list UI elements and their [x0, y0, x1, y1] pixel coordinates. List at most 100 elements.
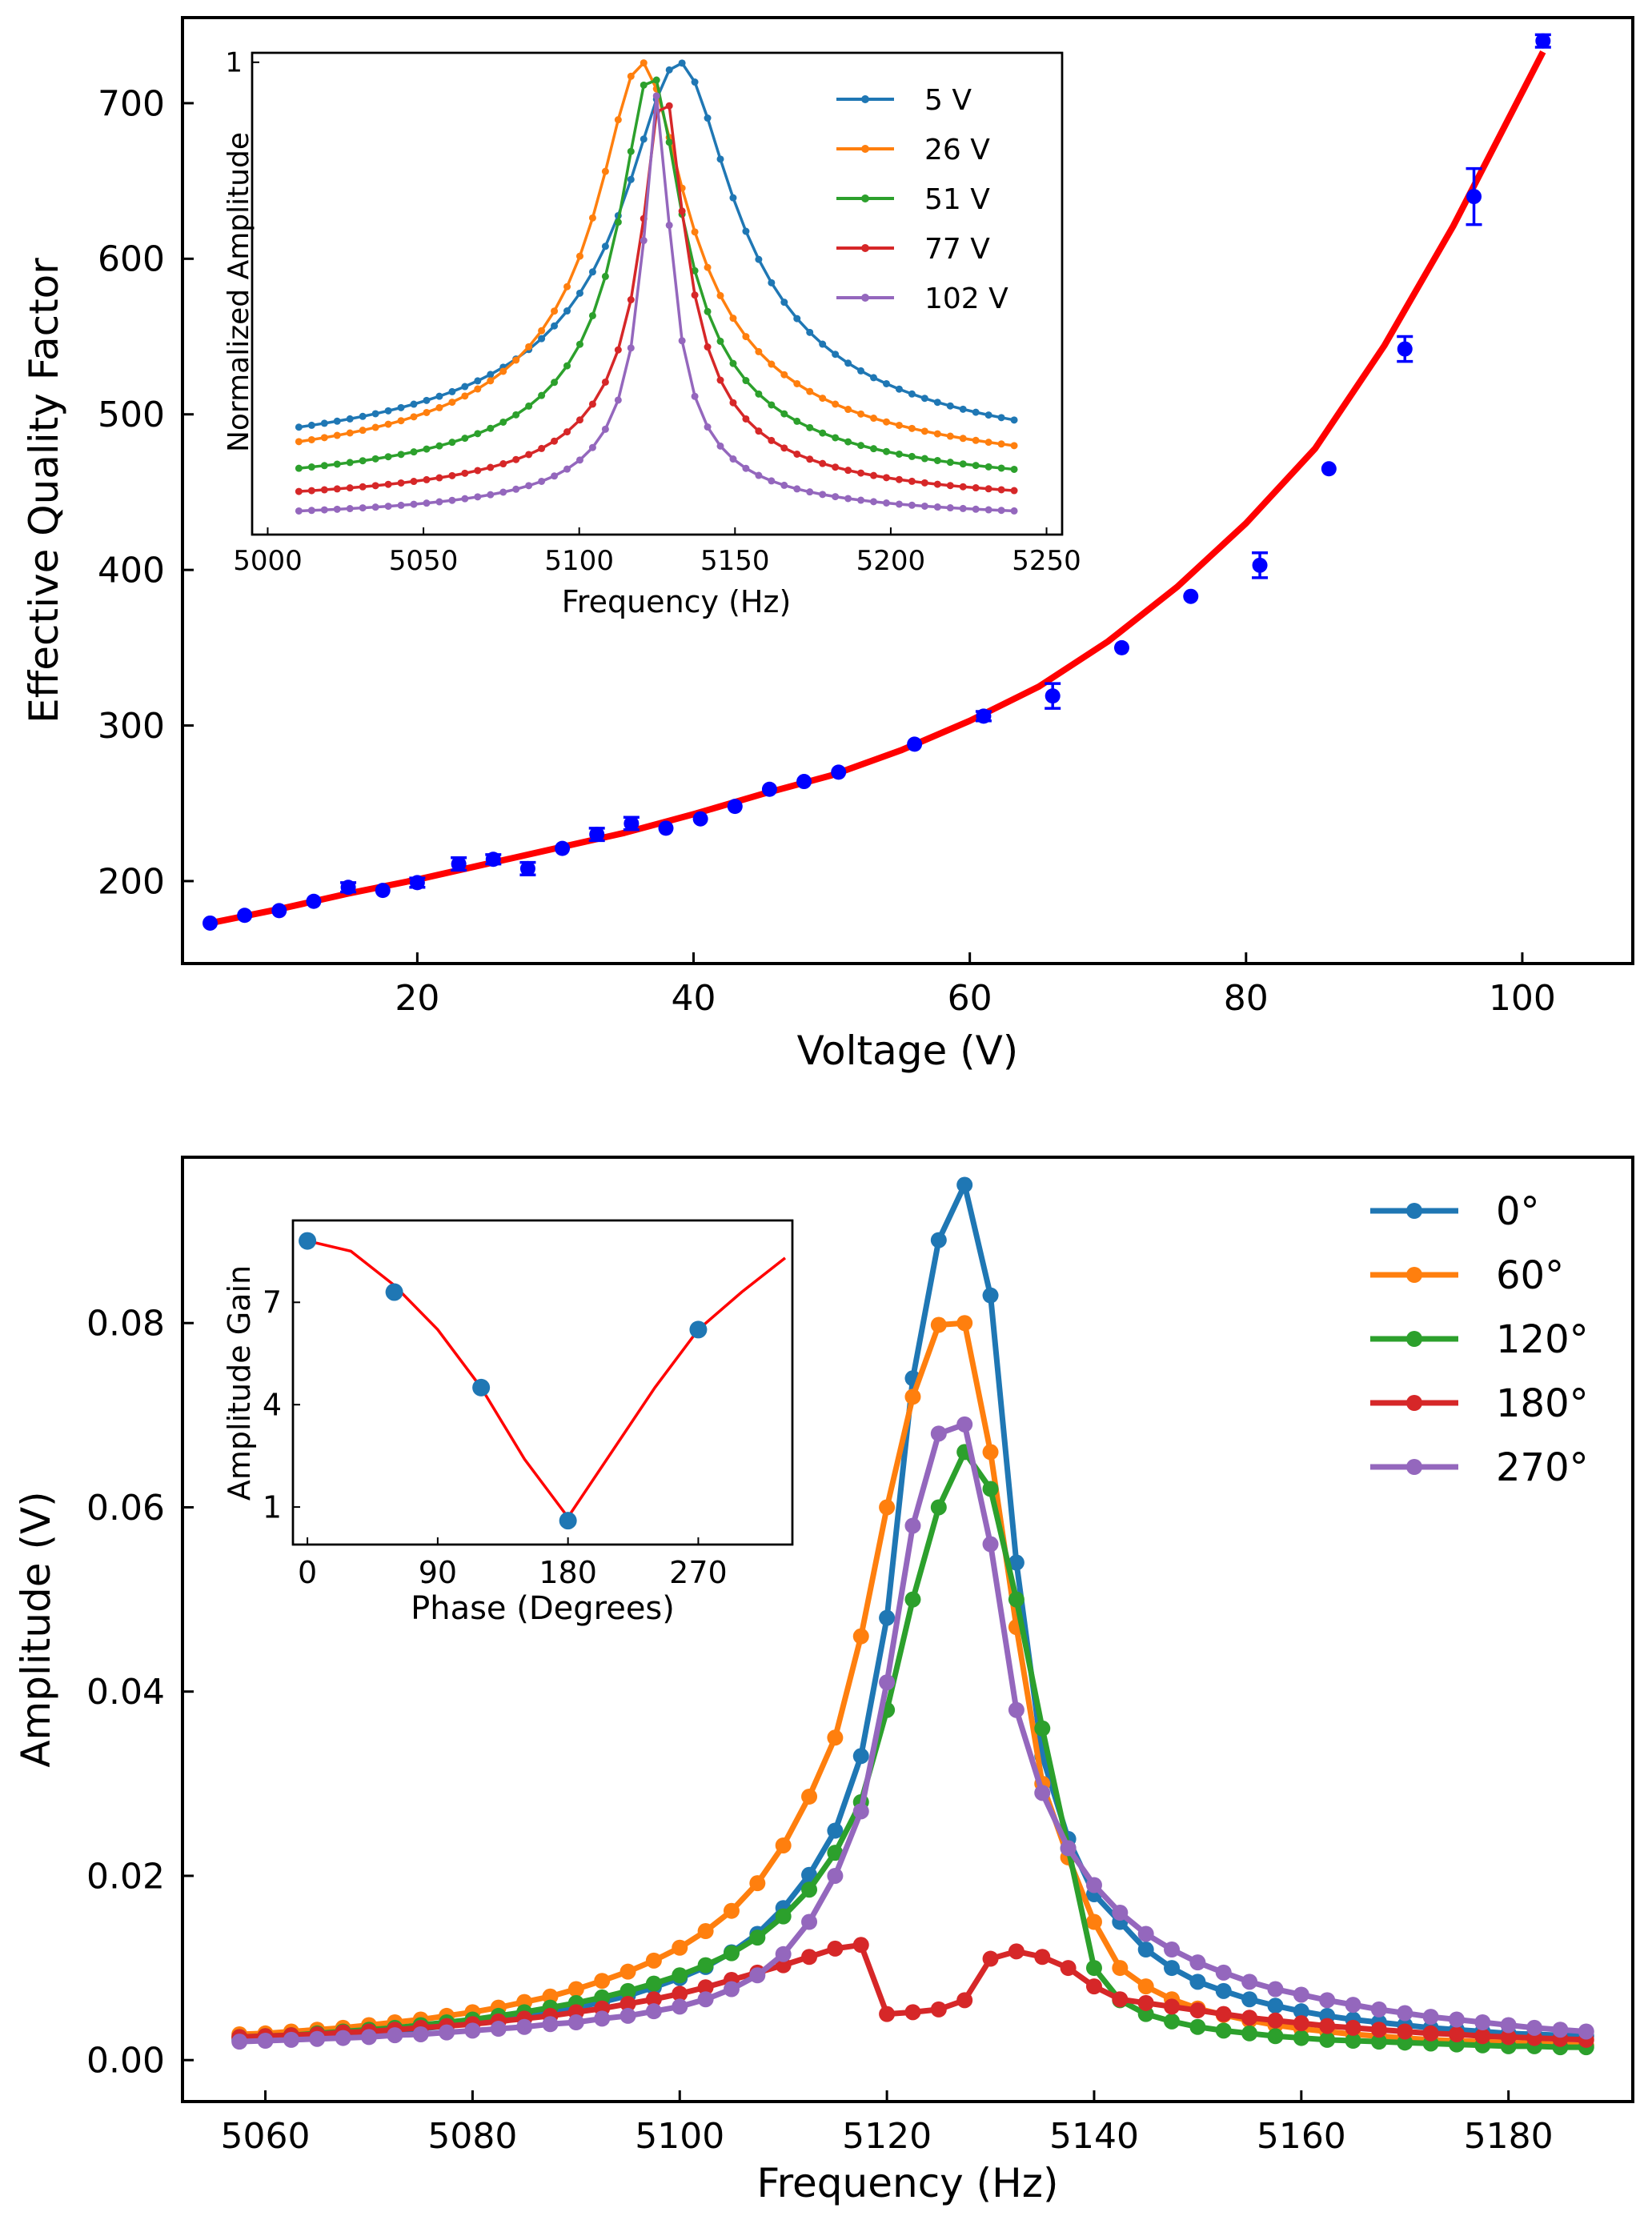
amplitude-series-marker	[1345, 1997, 1361, 2014]
bottom-chart-x-ticks: 5060 5080 5100 5120 5140 5160 5180	[221, 2090, 1554, 2157]
amplitude-series-marker	[1215, 1982, 1232, 1999]
gain-data-point	[689, 1320, 708, 1339]
inset-series-marker	[627, 175, 635, 183]
amplitude-series-marker	[956, 1315, 973, 1332]
quality-data-point	[202, 915, 219, 931]
inset-series-marker	[652, 92, 660, 100]
inset-series-marker	[487, 463, 495, 471]
inset-series-marker	[499, 488, 507, 496]
inset-series-marker	[601, 167, 609, 175]
amplitude-series-marker	[852, 1748, 869, 1765]
amplitude-series-marker	[1474, 2014, 1491, 2030]
x-tick-label: 5160	[1257, 2116, 1346, 2157]
inset-series-marker	[588, 443, 596, 451]
inset-series-marker	[397, 501, 405, 509]
amplitude-series-marker	[1319, 2031, 1336, 2048]
inset-series-marker	[487, 371, 495, 379]
amplitude-series-marker	[1215, 2006, 1232, 2022]
x-tick-label: 90	[419, 1555, 457, 1590]
amplitude-series-marker	[982, 1481, 999, 1497]
amplitude-series-marker	[775, 1837, 792, 1853]
x-tick-label: 5150	[700, 545, 770, 577]
inset-series-marker	[844, 438, 852, 446]
bottom-inset-y-axis-label: Amplitude Gain	[222, 1265, 257, 1501]
amplitude-series-marker	[775, 1957, 792, 1974]
inset-series-marker	[806, 387, 814, 395]
inset-series-marker	[346, 415, 354, 423]
amplitude-series-marker	[827, 1822, 844, 1839]
inset-series-marker	[972, 408, 980, 416]
quality-data-point	[796, 774, 812, 790]
amplitude-series-marker	[930, 2001, 947, 2018]
inset-series-marker	[920, 455, 928, 463]
legend-marker	[1406, 1459, 1422, 1475]
inset-series-marker	[793, 379, 801, 387]
inset-series-marker	[423, 445, 431, 453]
inset-series-marker	[551, 307, 559, 315]
inset-series-marker	[601, 378, 609, 386]
inset-legend-item: 5 V	[836, 84, 972, 117]
amplitude-series-marker	[723, 1902, 740, 1919]
inset-series-marker	[307, 487, 315, 495]
amplitude-series-marker	[1215, 2022, 1232, 2039]
inset-series-marker	[691, 291, 699, 299]
x-tick-label: 5200	[856, 545, 926, 577]
inset-series-marker	[870, 445, 878, 453]
x-tick-label: 5140	[1049, 2116, 1139, 2157]
inset-series-marker	[575, 456, 583, 464]
inset-series-marker	[665, 138, 673, 146]
amplitude-series-marker	[1241, 2010, 1258, 2026]
amplitude-series-marker	[1319, 2018, 1336, 2034]
inset-series-marker	[882, 447, 890, 455]
inset-series-marker	[499, 367, 507, 375]
amplitude-series-marker	[672, 1939, 688, 1956]
amplitude-series-marker	[387, 2027, 403, 2044]
amplitude-series-marker	[982, 1950, 999, 1967]
inset-series-marker	[691, 78, 699, 86]
y-tick-label: 0.06	[86, 1488, 165, 1529]
bottom-chart-y-axis-label: Amplitude (V)	[13, 1491, 59, 1767]
inset-series-marker	[410, 500, 418, 508]
inset-series-marker	[320, 506, 328, 514]
inset-series-marker	[768, 436, 776, 444]
amplitude-series-marker	[879, 1499, 896, 1516]
gain-data-point	[299, 1232, 317, 1250]
inset-series-marker	[551, 437, 559, 445]
amplitude-series-marker	[801, 1949, 818, 1966]
quality-data-point	[237, 908, 253, 924]
amplitude-series-marker	[801, 1881, 818, 1898]
inset-series-marker	[806, 455, 814, 463]
quality-data-point	[555, 840, 571, 856]
bottom-chart-legend: 0° 60° 120° 180° 270°	[1370, 1189, 1589, 1490]
top-chart-y-axis-label: Effective Quality Factor	[21, 258, 67, 723]
quality-data-point	[1113, 639, 1129, 655]
bottom-inset-chart-amplitude-gain: 0 90 180 270 1 4 7 Phase (Degrees) Amplitude …	[222, 1219, 794, 1627]
inset-series-marker	[410, 413, 418, 421]
legend-marker	[861, 294, 869, 302]
inset-series-marker	[538, 477, 546, 485]
amplitude-series-marker	[1189, 2018, 1206, 2035]
amplitude-series-marker	[852, 1628, 869, 1645]
inset-series-marker	[755, 255, 763, 263]
inset-series-marker	[640, 81, 648, 89]
inset-series-marker	[895, 450, 903, 458]
y-tick-label: 7	[263, 1285, 282, 1320]
inset-series-26v	[295, 59, 1018, 450]
amplitude-series-marker	[1034, 1949, 1051, 1966]
gain-data-point	[472, 1378, 491, 1397]
inset-series-marker	[346, 484, 354, 492]
amplitude-series-marker	[982, 1536, 999, 1553]
amplitude-series-marker	[723, 1981, 740, 1998]
amplitude-series-marker	[1085, 1978, 1102, 1995]
inset-series-marker	[320, 434, 328, 442]
inset-series-marker	[678, 207, 686, 215]
inset-series-marker	[551, 379, 559, 387]
amplitude-series-marker	[542, 2016, 559, 2033]
inset-series-marker	[959, 504, 967, 512]
inset-series-marker	[601, 242, 609, 250]
inset-series-marker	[525, 343, 533, 351]
inset-series-marker	[614, 218, 622, 226]
inset-series-marker	[870, 374, 878, 382]
inset-series-marker	[997, 507, 1005, 515]
inset-series-marker	[1010, 442, 1018, 450]
